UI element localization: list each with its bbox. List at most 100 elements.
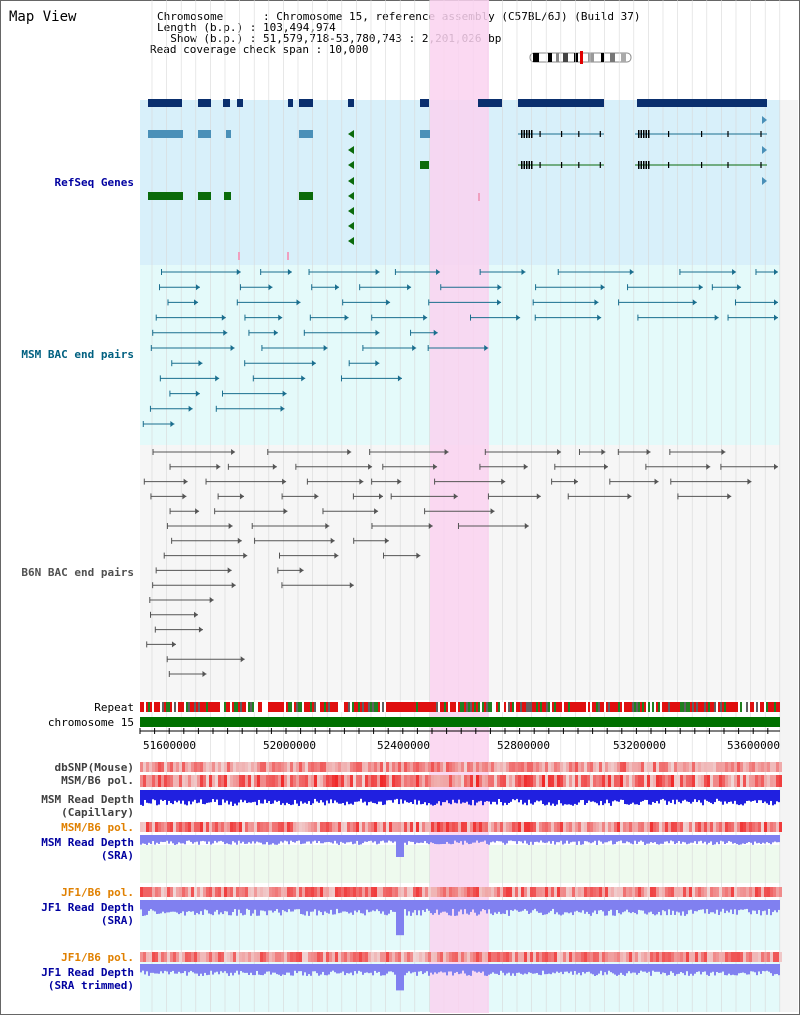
polymorphism-cell <box>344 822 347 832</box>
read-depth-bar <box>596 964 598 976</box>
read-depth-bar <box>140 964 142 973</box>
polymorphism-cell <box>341 822 344 832</box>
gene-feature <box>299 192 313 200</box>
read-depth-bar <box>402 790 404 804</box>
read-depth-bar <box>634 964 636 973</box>
bac-end <box>198 626 203 633</box>
read-depth-bar <box>426 835 428 844</box>
polymorphism-cell <box>299 775 302 787</box>
read-depth-bar <box>610 790 612 806</box>
read-depth-bar <box>684 964 686 976</box>
polymorphism-cell <box>494 952 497 962</box>
gene-exon <box>523 130 525 138</box>
read-depth-bar <box>284 964 286 975</box>
read-depth-bar <box>540 900 542 913</box>
polymorphism-cell <box>419 822 422 832</box>
read-depth-bar <box>546 790 548 805</box>
track-label-msm-b6-pol-1[interactable]: MSM/B6 pol. <box>61 774 134 787</box>
polymorphism-cell <box>668 775 671 787</box>
polymorphism-cell <box>689 762 692 772</box>
track-label-msm-bac[interactable]: MSM BAC end pairs <box>21 348 134 361</box>
polymorphism-cell <box>713 887 716 897</box>
read-depth-bar <box>310 790 312 805</box>
read-depth-bar <box>522 790 524 805</box>
repeat-element <box>396 702 398 712</box>
bac-end <box>194 299 199 306</box>
track-label-msm-depth-capillary[interactable]: MSM Read Depth <box>41 793 134 806</box>
polymorphism-cell <box>437 822 440 832</box>
read-depth-bar <box>172 835 174 844</box>
polymorphism-cell <box>647 762 650 772</box>
read-depth-bar <box>280 900 282 916</box>
track-label-jf1-b6-pol-2[interactable]: JF1/B6 pol. <box>61 951 134 964</box>
polymorphism-cell <box>689 822 692 832</box>
read-depth-bar <box>596 900 598 915</box>
read-depth-bar <box>702 790 704 806</box>
read-depth-bar <box>192 790 194 802</box>
read-depth-bar <box>778 964 780 976</box>
track-label-jf1-depth-trimmed[interactable]: JF1 Read Depth <box>41 966 134 979</box>
bac-end <box>282 390 287 397</box>
read-depth-bar <box>688 835 690 844</box>
polymorphism-cell <box>329 822 332 832</box>
bac-end <box>444 449 449 455</box>
track-label-refseq[interactable]: RefSeq Genes <box>54 176 134 189</box>
polymorphism-cell <box>425 952 428 962</box>
polymorphism-cell <box>407 952 410 962</box>
repeat-element <box>726 702 728 712</box>
polymorphism-cell <box>347 887 350 897</box>
polymorphism-cell <box>344 775 347 787</box>
polymorphism-cell <box>629 762 632 772</box>
bac-end <box>497 284 502 291</box>
polymorphism-cell <box>710 887 713 897</box>
bac-end <box>600 284 605 291</box>
track-label-b6n-bac[interactable]: B6N BAC end pairs <box>21 566 134 579</box>
polymorphism-cell <box>725 762 728 772</box>
polymorphism-cell <box>194 762 197 772</box>
read-depth-bar <box>376 964 378 973</box>
repeat-element <box>436 702 438 712</box>
read-depth-bar <box>316 790 318 802</box>
read-depth-bar <box>182 835 184 844</box>
chromosome-ideogram[interactable] <box>529 51 632 64</box>
repeat-element <box>434 702 436 712</box>
read-depth-bar <box>594 964 596 976</box>
track-label-dbsnp[interactable]: dbSNP(Mouse) <box>54 761 134 774</box>
track-label-jf1-b6-pol-1[interactable]: JF1/B6 pol. <box>61 886 134 899</box>
read-depth-bar <box>390 900 392 911</box>
polymorphism-cell <box>170 762 173 772</box>
polymorphism-cell <box>776 822 779 832</box>
read-depth-bar <box>442 835 444 844</box>
read-depth-bar <box>778 900 780 910</box>
gene-feature <box>299 130 313 138</box>
polymorphism-cell <box>674 887 677 897</box>
polymorphism-cell <box>260 887 263 897</box>
read-depth-bar <box>226 964 228 974</box>
track-label-jf1-depth-sra[interactable]: JF1 Read Depth <box>41 901 134 914</box>
read-depth-bar <box>236 835 238 845</box>
read-depth-bar <box>430 835 432 843</box>
bac-end <box>407 284 412 291</box>
repeat-element <box>284 702 286 712</box>
read-depth-bar <box>508 964 510 973</box>
polymorphism-cell <box>560 762 563 772</box>
bac-end <box>727 493 732 500</box>
read-depth-bar <box>152 835 154 842</box>
polymorphism-cell <box>743 762 746 772</box>
track-label-msm-b6-pol-2[interactable]: MSM/B6 pol. <box>61 821 134 834</box>
read-depth-bar <box>758 790 760 801</box>
read-depth-bar <box>642 900 644 911</box>
polymorphism-cell <box>296 762 299 772</box>
repeat-element <box>466 702 468 712</box>
polymorphism-cell <box>722 775 725 787</box>
polymorphism-cell <box>209 762 212 772</box>
polymorphism-cell <box>554 887 557 897</box>
read-depth-bar <box>626 964 628 974</box>
read-depth-bar <box>648 900 650 913</box>
polymorphism-cell <box>728 762 731 772</box>
track-label-msm-depth-sra[interactable]: MSM Read Depth <box>41 836 134 849</box>
read-depth-bar <box>226 835 228 844</box>
read-depth-bar <box>752 964 754 972</box>
polymorphism-cell <box>734 952 737 962</box>
